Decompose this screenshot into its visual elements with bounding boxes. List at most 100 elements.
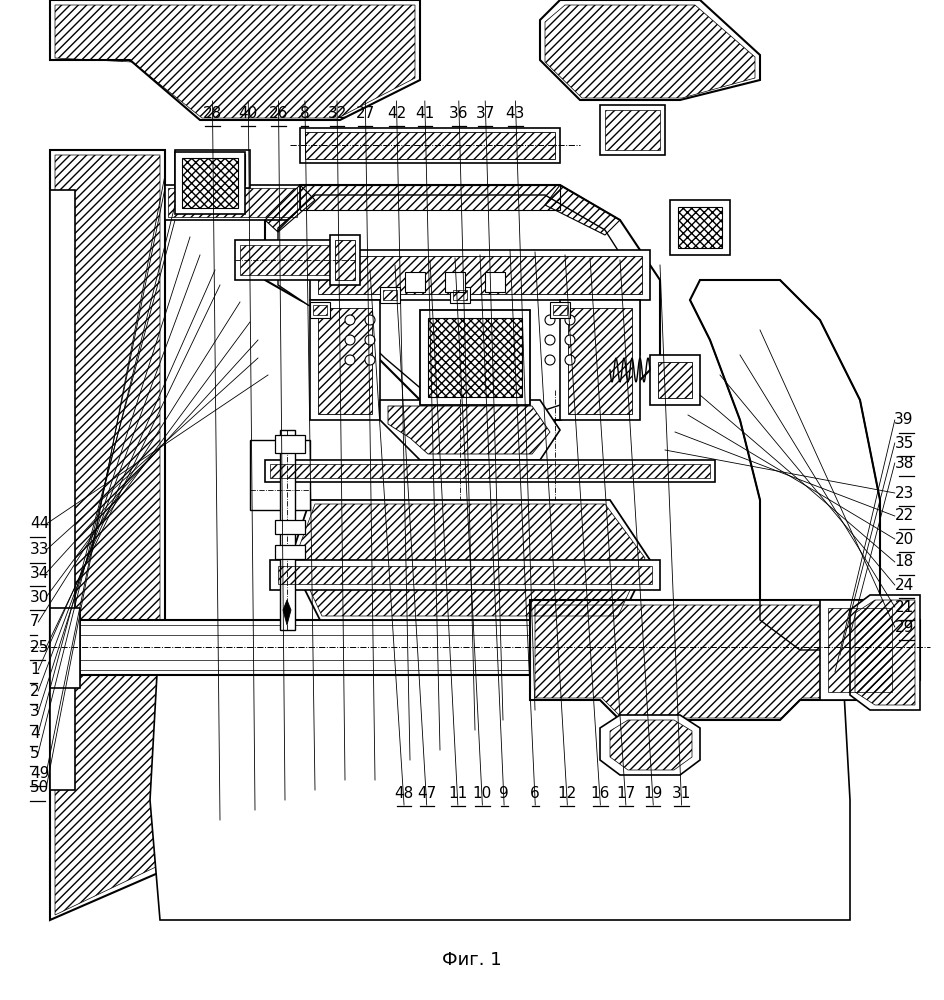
Text: 6: 6 (531, 786, 540, 800)
Circle shape (345, 315, 355, 325)
Bar (305, 132, 555, 159)
Polygon shape (283, 600, 291, 625)
Bar (182, 158, 238, 208)
Circle shape (565, 355, 575, 365)
Bar (175, 152, 245, 214)
Polygon shape (150, 620, 850, 920)
Text: 10: 10 (473, 786, 492, 800)
Bar (453, 290, 467, 300)
Text: 35: 35 (894, 436, 914, 450)
Bar (235, 240, 355, 280)
Polygon shape (50, 150, 165, 920)
Text: 16: 16 (591, 786, 610, 800)
Bar (310, 250, 650, 300)
Text: 18: 18 (895, 554, 914, 570)
Polygon shape (165, 185, 300, 220)
Bar (445, 272, 465, 292)
Bar (383, 290, 397, 300)
Text: 28: 28 (203, 105, 222, 120)
Text: 25: 25 (30, 640, 49, 654)
Bar (275, 520, 305, 534)
Bar (650, 355, 700, 405)
Bar (265, 460, 715, 482)
Bar (828, 608, 892, 692)
Bar (250, 440, 310, 510)
Polygon shape (175, 150, 250, 188)
Text: 24: 24 (895, 578, 914, 592)
Bar (330, 235, 360, 285)
Text: 42: 42 (387, 105, 406, 120)
Text: 17: 17 (616, 786, 635, 800)
Polygon shape (540, 0, 760, 100)
Bar (550, 302, 570, 318)
Bar (280, 430, 295, 630)
Circle shape (545, 355, 555, 365)
Text: 19: 19 (644, 786, 663, 800)
Text: 23: 23 (894, 486, 914, 500)
Text: 26: 26 (269, 105, 288, 120)
Polygon shape (560, 300, 640, 420)
Bar (420, 310, 530, 405)
Bar (553, 305, 567, 315)
Bar (605, 110, 660, 150)
Bar (50, 620, 890, 675)
Circle shape (565, 315, 575, 325)
Text: 7: 7 (30, 614, 40, 630)
Text: 38: 38 (894, 456, 914, 471)
Text: 12: 12 (558, 786, 577, 800)
Bar (50, 190, 75, 790)
Text: 21: 21 (895, 599, 914, 614)
Text: 8: 8 (300, 105, 310, 120)
Bar (485, 272, 505, 292)
Text: 49: 49 (30, 766, 50, 780)
Text: 4: 4 (30, 726, 40, 740)
Text: 1: 1 (30, 662, 40, 678)
Text: 48: 48 (395, 786, 413, 800)
Polygon shape (310, 300, 380, 420)
Text: 47: 47 (417, 786, 436, 800)
Polygon shape (600, 715, 700, 775)
Text: 27: 27 (356, 105, 375, 120)
Circle shape (545, 315, 555, 325)
Bar (678, 207, 722, 248)
Bar (50, 625, 890, 635)
Bar (820, 600, 900, 700)
Bar (278, 566, 652, 584)
Bar (50, 615, 80, 680)
Circle shape (545, 335, 555, 345)
Bar (450, 287, 470, 303)
Polygon shape (50, 0, 420, 120)
Text: 3: 3 (30, 704, 40, 720)
Text: 32: 32 (328, 105, 346, 120)
Bar (275, 435, 305, 453)
Bar (318, 256, 642, 294)
Polygon shape (290, 500, 650, 620)
Text: Фиг. 1: Фиг. 1 (442, 951, 502, 969)
Text: 33: 33 (30, 542, 50, 558)
Text: 29: 29 (894, 619, 914, 635)
Text: 40: 40 (239, 105, 258, 120)
Polygon shape (265, 185, 660, 420)
Text: 30: 30 (30, 589, 50, 604)
Text: 37: 37 (476, 105, 495, 120)
Text: 9: 9 (499, 786, 509, 800)
Polygon shape (690, 280, 880, 650)
Circle shape (345, 335, 355, 345)
Polygon shape (380, 400, 560, 460)
Circle shape (565, 335, 575, 345)
Bar (313, 305, 327, 315)
Circle shape (345, 355, 355, 365)
Circle shape (365, 315, 375, 325)
Bar (335, 240, 355, 280)
Text: 43: 43 (506, 105, 525, 120)
Text: 11: 11 (448, 786, 467, 800)
Bar (405, 272, 425, 292)
Text: 22: 22 (895, 508, 914, 524)
Bar (275, 545, 305, 559)
Bar (270, 464, 710, 478)
Polygon shape (278, 195, 640, 410)
Bar (600, 105, 665, 155)
Text: 36: 36 (449, 105, 468, 120)
Bar (428, 318, 522, 397)
Bar (50, 608, 80, 688)
